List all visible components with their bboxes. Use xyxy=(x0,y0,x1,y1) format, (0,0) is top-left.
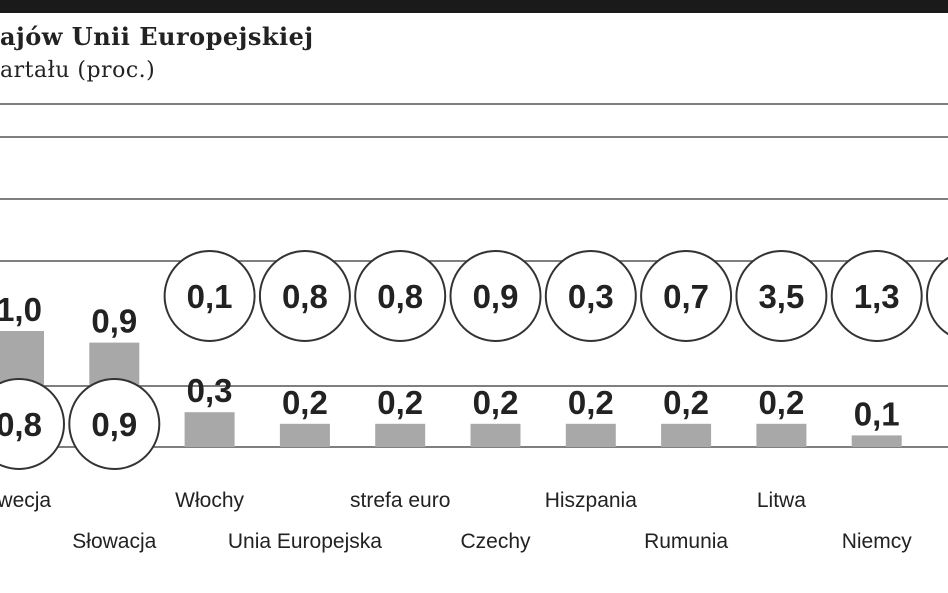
top-band xyxy=(0,0,948,13)
circle-3 xyxy=(258,250,351,342)
chart-title: ajów Unii Europejskiej xyxy=(0,22,314,51)
category-label-3: Unia Europejska xyxy=(228,530,382,553)
bar-3 xyxy=(279,423,330,447)
circle-2 xyxy=(163,250,256,342)
category-label-7: Rumunia xyxy=(644,530,728,553)
bar-2 xyxy=(184,412,235,447)
circle-label-6: 0,3 xyxy=(568,278,614,315)
chart-subtitle: artału (proc.) xyxy=(0,58,156,83)
bar-7 xyxy=(661,423,712,447)
circle-label-0: 0,8 xyxy=(0,406,42,443)
bar-label-3: 0,2 xyxy=(282,384,328,421)
category-label-8: Litwa xyxy=(757,489,806,512)
circle-7 xyxy=(640,250,733,342)
bar-9 xyxy=(851,435,902,447)
category-label-9: Niemcy xyxy=(842,530,913,553)
category-label-1: Słowacja xyxy=(72,530,156,553)
circle-label-2: 0,1 xyxy=(187,278,233,315)
circle-1 xyxy=(68,378,161,470)
circle-5 xyxy=(449,250,542,342)
bar-label-6: 0,2 xyxy=(568,384,614,421)
circle-label-3: 0,8 xyxy=(282,278,328,315)
circle-label-5: 0,9 xyxy=(473,278,519,315)
circle-0 xyxy=(0,378,65,470)
category-label-6: Hiszpania xyxy=(545,489,638,512)
category-label-2: Włochy xyxy=(175,489,244,512)
bar-label-1: 0,9 xyxy=(91,303,137,340)
circle-9 xyxy=(830,250,923,342)
circle-label-4: 0,8 xyxy=(377,278,423,315)
bar-5 xyxy=(470,423,521,447)
category-label-4: strefa euro xyxy=(350,489,450,512)
bar-label-0: 1,0 xyxy=(0,291,42,328)
bar-label-5: 0,2 xyxy=(473,384,519,421)
circle-6 xyxy=(544,250,637,342)
circle-label-8: 3,5 xyxy=(758,278,804,315)
circle-label-9: 1,3 xyxy=(854,278,900,315)
bar-label-8: 0,2 xyxy=(758,384,804,421)
bar-label-4: 0,2 xyxy=(377,384,423,421)
bar-6 xyxy=(565,423,616,447)
category-label-0: zwecja xyxy=(0,489,51,512)
category-label-5: Czechy xyxy=(460,530,531,553)
circle-label-1: 0,9 xyxy=(91,406,137,443)
bar-label-2: 0,3 xyxy=(187,372,233,409)
bar-8 xyxy=(756,423,807,447)
circle-label-7: 0,7 xyxy=(663,278,709,315)
circle-10 xyxy=(926,256,948,336)
bar-label-7: 0,2 xyxy=(663,384,709,421)
bar-4 xyxy=(375,423,426,447)
circle-8 xyxy=(735,250,828,342)
circle-4 xyxy=(354,250,447,342)
bar-label-9: 0,1 xyxy=(854,395,900,432)
